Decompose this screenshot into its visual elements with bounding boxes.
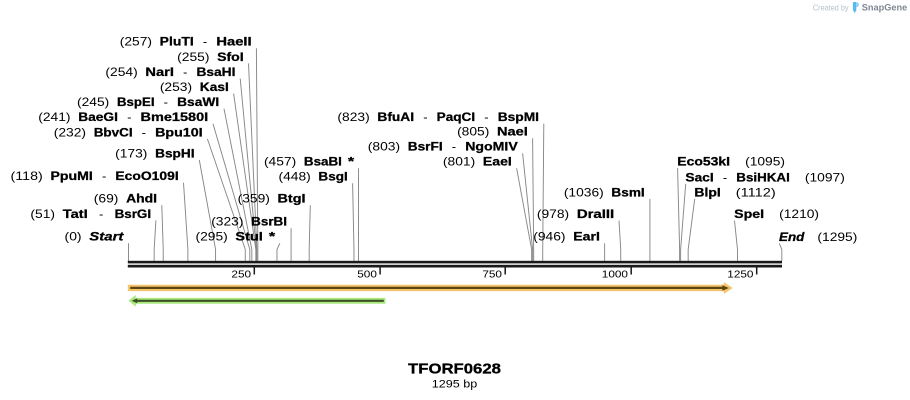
svg-text:BfuAI: BfuAI — [377, 110, 414, 124]
svg-text:(241): (241) — [38, 110, 70, 124]
svg-text:BsrFI: BsrFI — [408, 140, 443, 154]
svg-text:TatI: TatI — [63, 207, 88, 221]
svg-text:BsgI: BsgI — [318, 170, 347, 184]
svg-text:-: - — [142, 125, 146, 139]
svg-text:(232): (232) — [54, 125, 86, 139]
svg-text:1295 bp: 1295 bp — [432, 379, 477, 391]
svg-text:(0): (0) — [65, 230, 82, 244]
svg-text:(254): (254) — [105, 65, 137, 79]
svg-text:Created by: Created by — [813, 2, 849, 12]
svg-text:SacI: SacI — [685, 170, 713, 184]
svg-text:(1210): (1210) — [779, 207, 819, 221]
svg-text:-: - — [99, 207, 103, 221]
svg-text:BsmI: BsmI — [611, 185, 644, 199]
svg-text:BaeGI: BaeGI — [78, 110, 118, 124]
svg-text:Start: Start — [89, 230, 124, 244]
svg-text:-: - — [484, 110, 488, 124]
svg-text:(253): (253) — [160, 80, 192, 94]
svg-text:-: - — [203, 35, 207, 49]
svg-text:StuI: StuI — [235, 230, 262, 244]
svg-text:EaeI: EaeI — [483, 155, 512, 169]
svg-text:1000: 1000 — [602, 270, 629, 281]
svg-text:(1036): (1036) — [564, 185, 604, 199]
svg-text:-: - — [102, 169, 106, 183]
svg-text:BsaBI: BsaBI — [304, 155, 342, 169]
svg-text:-: - — [723, 170, 727, 184]
svg-text:Bme1580I: Bme1580I — [141, 110, 209, 124]
svg-text:SfoI: SfoI — [217, 50, 244, 64]
svg-text:(823): (823) — [337, 110, 369, 124]
svg-text:BspHI: BspHI — [155, 146, 194, 160]
svg-text:(978): (978) — [537, 207, 569, 221]
svg-text:Eco53kI: Eco53kI — [677, 155, 730, 169]
svg-text:*: * — [348, 155, 355, 169]
svg-text:(295): (295) — [195, 230, 227, 244]
svg-text:(323): (323) — [211, 215, 243, 229]
svg-text:HaeII: HaeII — [216, 35, 251, 49]
svg-text:500: 500 — [357, 270, 377, 281]
svg-text:(946): (946) — [533, 230, 565, 244]
svg-text:(801): (801) — [443, 155, 475, 169]
svg-text:(173): (173) — [115, 146, 147, 160]
svg-text:(257): (257) — [120, 35, 152, 49]
svg-text:PaqCI: PaqCI — [437, 110, 475, 124]
svg-text:NaeI: NaeI — [497, 125, 528, 139]
svg-text:TFORF0628: TFORF0628 — [408, 362, 501, 378]
svg-text:(51): (51) — [30, 207, 55, 221]
svg-text:End: End — [779, 230, 805, 244]
svg-text:(1112): (1112) — [736, 185, 776, 199]
svg-text:BlpI: BlpI — [694, 185, 720, 199]
svg-text:BsrBI: BsrBI — [251, 215, 287, 229]
svg-text:KasI: KasI — [200, 80, 229, 94]
svg-text:BspMI: BspMI — [498, 110, 539, 124]
svg-text:(118): (118) — [11, 169, 43, 183]
svg-text:-: - — [183, 65, 187, 79]
svg-text:EarI: EarI — [573, 230, 600, 244]
svg-text:(255): (255) — [177, 50, 209, 64]
svg-text:-: - — [423, 110, 427, 124]
svg-text:(1095): (1095) — [745, 155, 785, 169]
svg-text:1250: 1250 — [727, 270, 754, 281]
svg-text:-: - — [452, 140, 456, 154]
svg-text:SpeI: SpeI — [734, 207, 764, 221]
svg-text:PpuMI: PpuMI — [50, 169, 92, 183]
svg-text:-: - — [164, 95, 168, 109]
svg-text:(448): (448) — [278, 170, 310, 184]
svg-text:250: 250 — [231, 270, 251, 281]
svg-text:BsaHI: BsaHI — [197, 65, 236, 79]
svg-text:BtgI: BtgI — [278, 192, 306, 206]
svg-text:(805): (805) — [457, 125, 489, 139]
svg-text:BsaWI: BsaWI — [177, 95, 219, 109]
svg-text:BsiHKAI: BsiHKAI — [736, 170, 790, 184]
svg-text:(359): (359) — [238, 192, 270, 206]
svg-text:*: * — [269, 230, 276, 244]
svg-text:SnapGene: SnapGene — [862, 3, 907, 13]
svg-text:Bpu10I: Bpu10I — [155, 125, 202, 139]
svg-text:BbvCI: BbvCI — [94, 125, 133, 139]
svg-text:(1295): (1295) — [817, 230, 857, 244]
svg-text:(457): (457) — [264, 155, 296, 169]
svg-text:(69): (69) — [94, 192, 119, 206]
svg-text:NarI: NarI — [145, 65, 174, 79]
svg-text:EcoO109I: EcoO109I — [115, 169, 178, 183]
svg-text:(245): (245) — [77, 95, 109, 109]
svg-text:BspEI: BspEI — [117, 95, 155, 109]
svg-text:(1097): (1097) — [805, 170, 845, 184]
svg-text:(803): (803) — [368, 140, 400, 154]
svg-text:NgoMIV: NgoMIV — [465, 140, 518, 154]
svg-text:AhdI: AhdI — [126, 192, 157, 206]
svg-text:750: 750 — [482, 270, 502, 281]
svg-text:BsrGI: BsrGI — [115, 207, 152, 221]
svg-text:-: - — [127, 110, 131, 124]
svg-text:PluTI: PluTI — [160, 35, 194, 49]
svg-text:DraIII: DraIII — [577, 207, 614, 221]
